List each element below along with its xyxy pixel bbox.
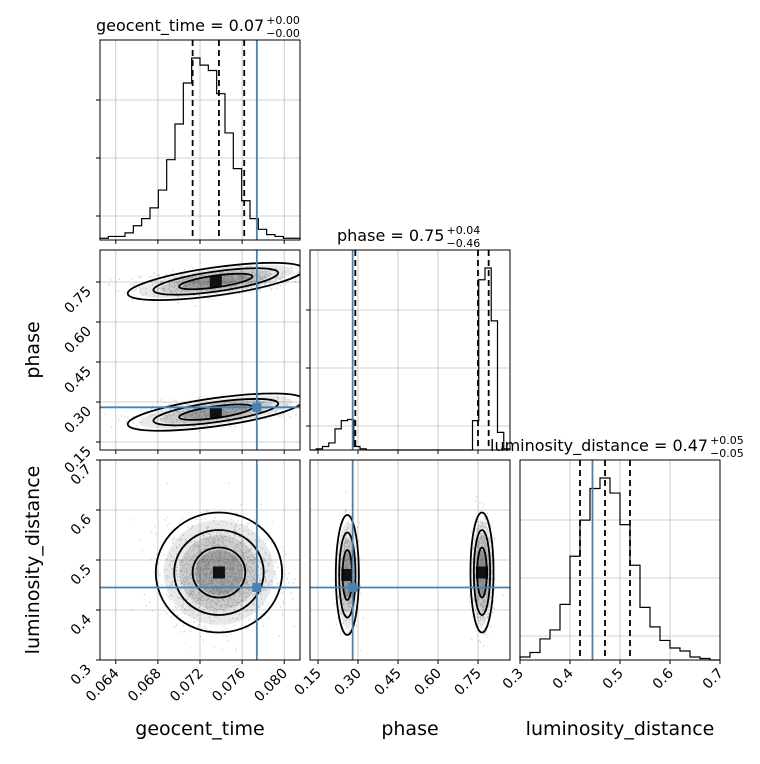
density-content	[104, 261, 300, 433]
x-tick-label: 0.6	[650, 665, 677, 692]
density-peak	[212, 566, 225, 579]
ylabel-phase: phase	[22, 321, 44, 378]
x-tick-label: 0.068	[125, 666, 165, 706]
density-peak	[209, 406, 222, 419]
contour-line	[476, 546, 488, 599]
histogram-steps	[99, 57, 301, 240]
svg-text:geocent_time = 0.07: geocent_time = 0.07	[96, 16, 264, 36]
y-tick-label: 0.45	[61, 364, 94, 397]
xlabel-luminosity-distance: luminosity_distance	[526, 718, 715, 740]
x-tick-label: 0.30	[331, 666, 364, 699]
contour-line	[472, 529, 492, 616]
title-phase: phase = 0.75 +0.04 −0.46	[337, 224, 480, 250]
truth-marker	[348, 583, 358, 592]
y-tick-label: 0.60	[61, 324, 94, 357]
svg-text:−0.46: −0.46	[446, 237, 480, 250]
histogram-steps	[519, 477, 720, 661]
y-tick-label: 0.30	[61, 404, 94, 437]
density-content	[129, 482, 296, 652]
contour-line	[152, 267, 280, 296]
y-tick-label: 0.5	[68, 562, 95, 589]
y-tick-label: 0.4	[68, 611, 95, 638]
contour-line	[469, 511, 495, 634]
x-tick-label: 0.45	[371, 666, 404, 699]
histogram-steps	[310, 267, 511, 451]
x-tick-label: 0.75	[451, 666, 484, 699]
y-tick-label: 0.3	[68, 662, 95, 689]
truth-marker	[252, 402, 262, 412]
histogram-panel-phase	[306, 249, 511, 454]
svg-text:−0.00: −0.00	[266, 27, 300, 40]
axes-frame	[309, 459, 511, 661]
histogram-panel-geocent-time	[96, 39, 301, 244]
truth-marker	[252, 583, 262, 592]
x-tick-label: 0.3	[500, 666, 527, 693]
contour-line	[178, 272, 254, 291]
x-tick-label: 0.60	[411, 666, 444, 699]
x-tick-label: 0.15	[291, 666, 324, 699]
x-tick-label: 0.4	[550, 665, 577, 692]
svg-text:phase = 0.75: phase = 0.75	[337, 226, 444, 245]
density-panel-phase-vs-luminosity-distance: 0.15 0.30 0.45 0.60 0.75	[291, 459, 511, 699]
svg-text:luminosity_distance = 0.47: luminosity_distance = 0.47	[490, 436, 708, 456]
contour-line	[152, 398, 280, 427]
contour-line	[126, 261, 300, 302]
x-tick-label: 0.080	[251, 666, 291, 706]
svg-text:+0.04: +0.04	[446, 224, 480, 237]
title-luminosity-distance: luminosity_distance = 0.47 +0.05 −0.05	[490, 434, 744, 460]
density-peak	[209, 275, 222, 288]
contour-line	[338, 531, 357, 619]
histogram-panel-luminosity-distance: 0.3 0.4 0.5 0.6 0.7	[500, 459, 727, 693]
x-tick-label: 0.072	[167, 666, 207, 706]
contour-line	[173, 529, 265, 616]
axes-frame	[309, 249, 511, 451]
xlabel-phase: phase	[381, 718, 438, 740]
x-tick-label: 0.076	[209, 665, 249, 705]
contour-line	[126, 392, 300, 432]
density-peak	[476, 566, 488, 579]
ylabel-luminosity-distance: luminosity_distance	[22, 466, 44, 655]
title-geocent-time: geocent_time = 0.07 +0.00 −0.00	[96, 14, 300, 40]
x-tick-label: 0.5	[600, 666, 627, 693]
contour-line	[154, 511, 284, 634]
x-tick-label: 0.7	[700, 666, 727, 693]
y-tick-label: 0.6	[68, 511, 95, 538]
density-peak	[341, 569, 354, 581]
xlabel-geocent-time: geocent_time	[135, 718, 264, 740]
svg-text:−0.05: −0.05	[710, 447, 744, 460]
contour-line	[334, 514, 360, 636]
contour-line	[191, 546, 247, 599]
y-tick-label: 0.75	[61, 284, 94, 317]
density-content	[333, 491, 504, 652]
svg-text:+0.00: +0.00	[266, 14, 300, 27]
density-panel-geocent-time-vs-phase: 0.150.300.450.600.75	[61, 249, 301, 477]
svg-text:+0.05: +0.05	[710, 434, 744, 447]
